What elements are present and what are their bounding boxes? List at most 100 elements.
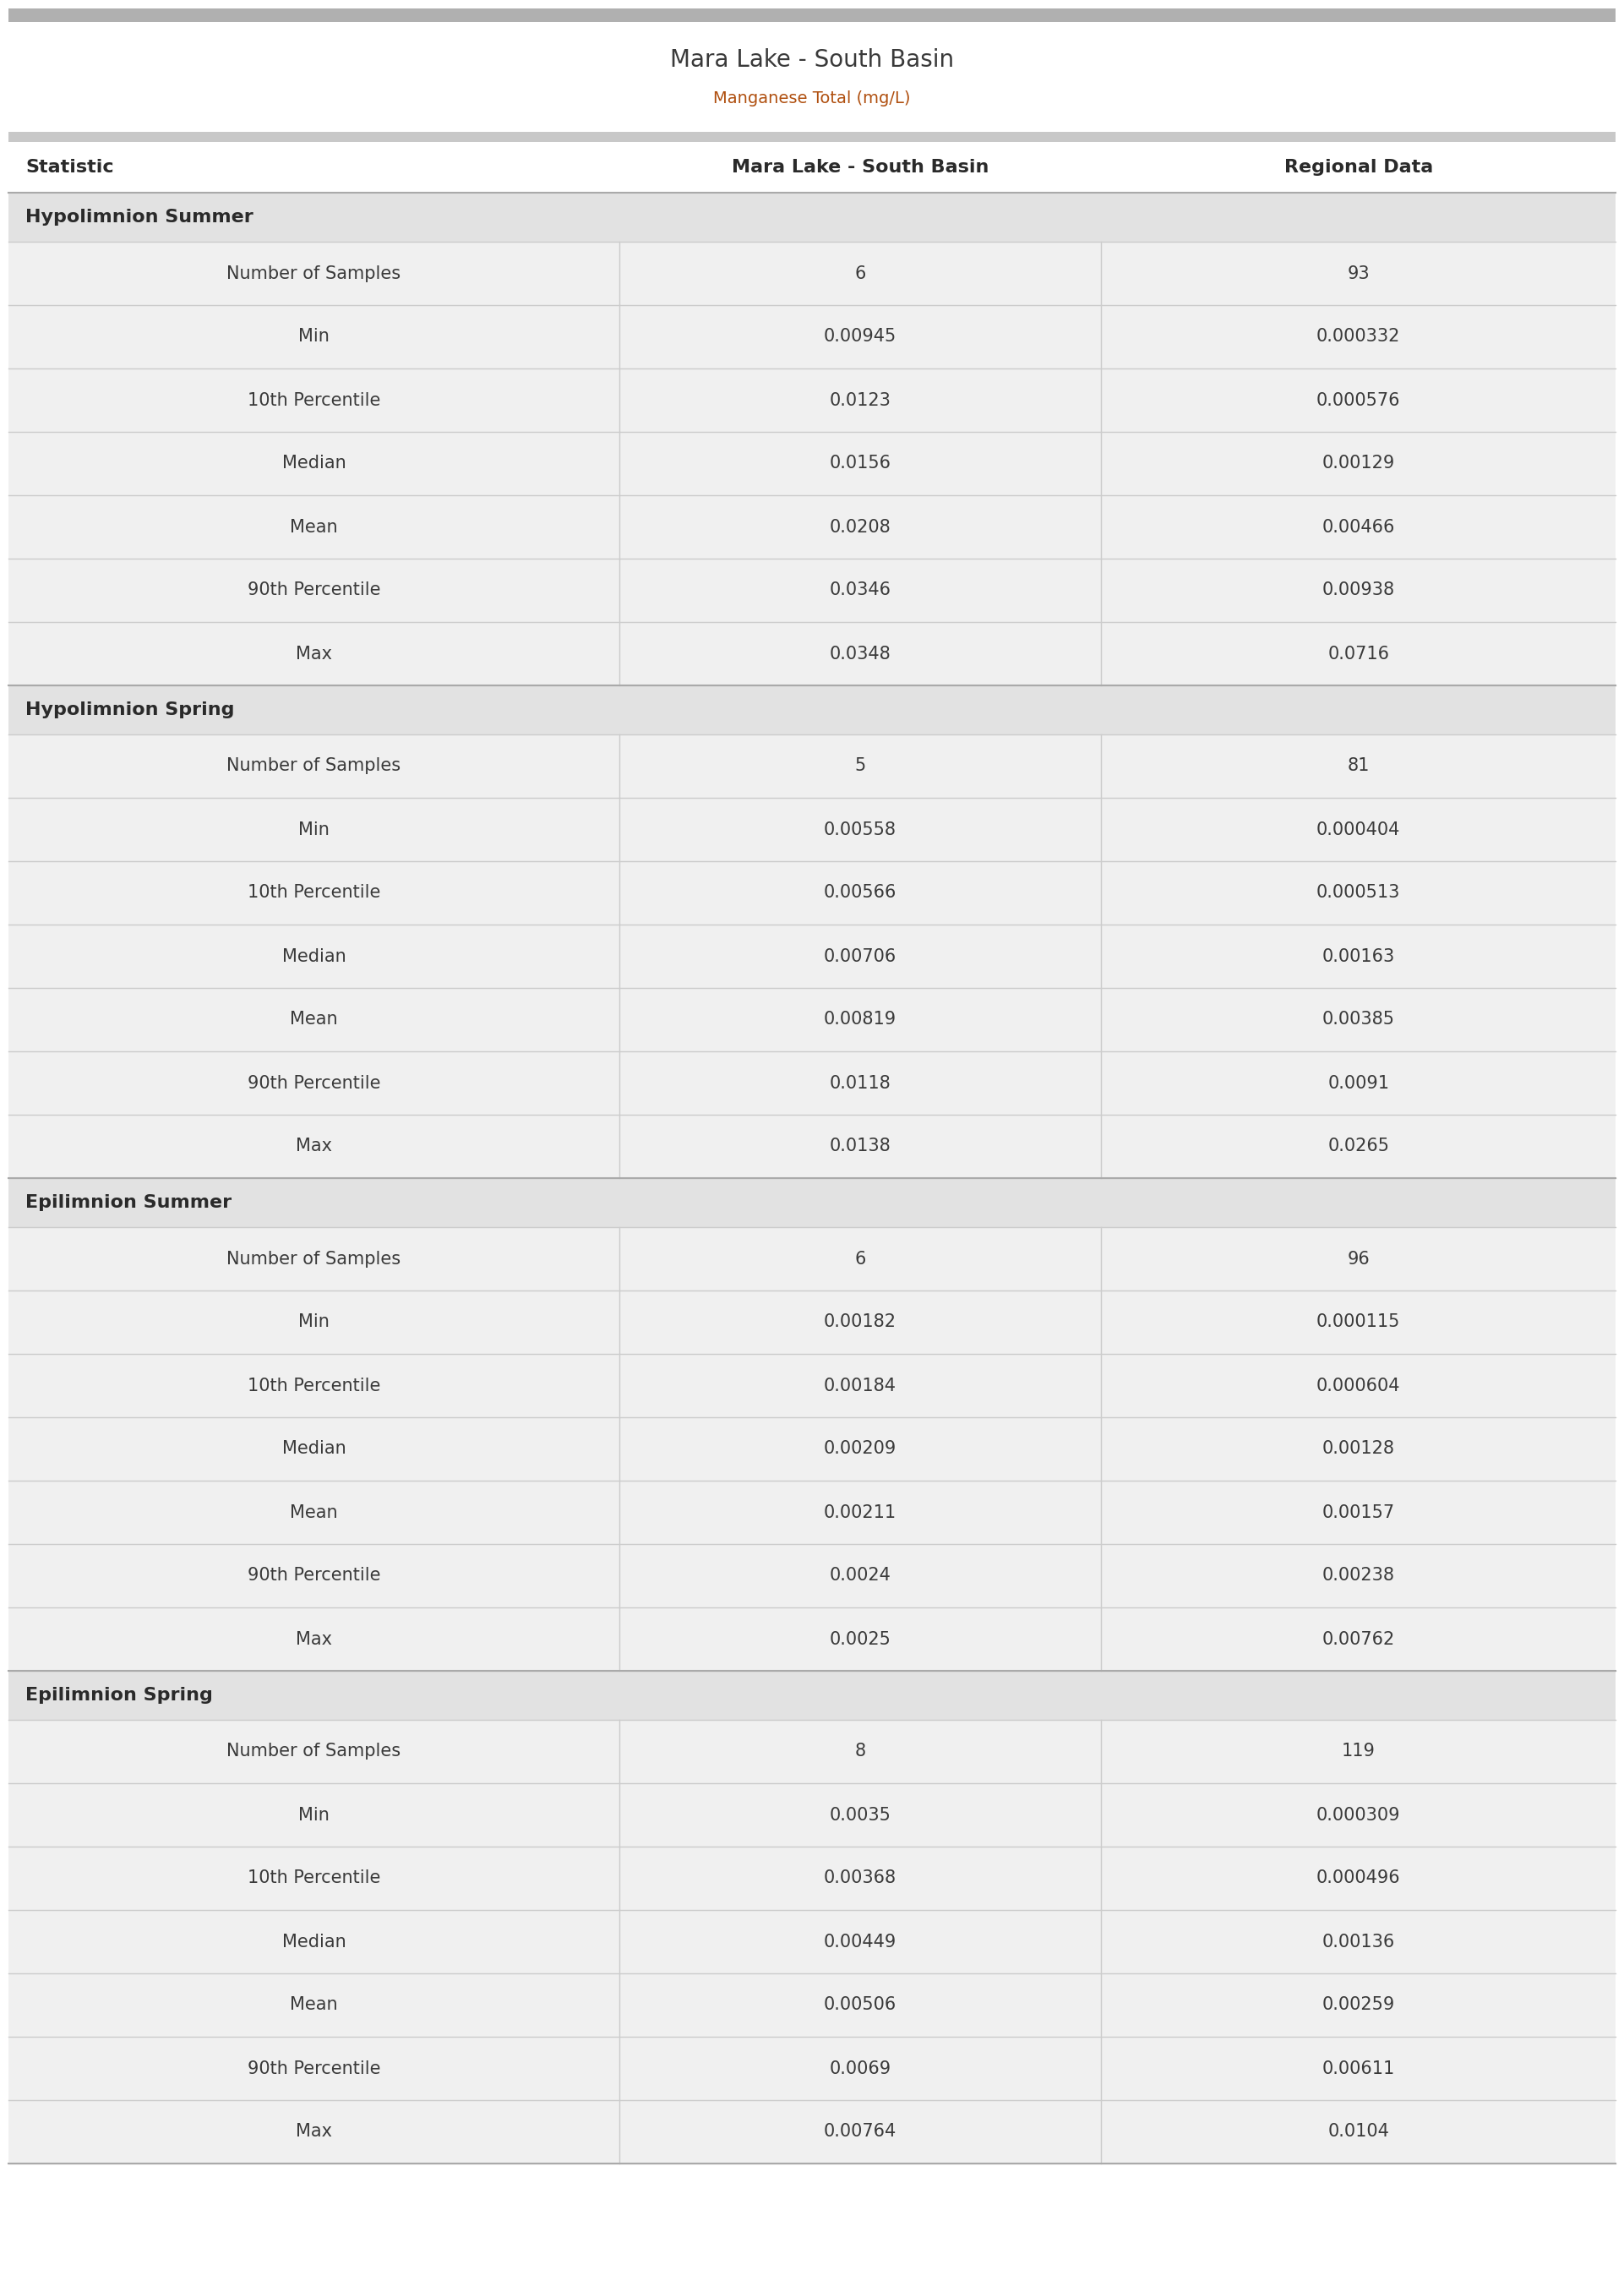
Text: 0.00566: 0.00566 (823, 885, 896, 901)
Text: 0.0091: 0.0091 (1327, 1074, 1389, 1092)
Text: 119: 119 (1341, 1743, 1376, 1759)
Bar (8, 686, 1616, 735)
Text: 6: 6 (854, 266, 866, 281)
Text: Number of Samples: Number of Samples (227, 1251, 401, 1267)
Bar (8, 1228, 1616, 1292)
Bar (8, 1846, 1616, 1909)
Bar (8, 924, 1616, 987)
Text: 0.00157: 0.00157 (1322, 1505, 1395, 1521)
Bar (8, 2036, 1616, 2100)
Text: 0.00938: 0.00938 (1322, 581, 1395, 599)
Text: 10th Percentile: 10th Percentile (247, 393, 380, 409)
Text: 0.0123: 0.0123 (830, 393, 892, 409)
Bar (8, 193, 1616, 241)
Bar (8, 1544, 1616, 1607)
Bar (8, 1051, 1616, 1115)
Bar (8, 143, 1616, 193)
Text: 0.00385: 0.00385 (1322, 1010, 1395, 1028)
Text: 0.0025: 0.0025 (830, 1630, 892, 1648)
Text: 0.000115: 0.000115 (1317, 1314, 1400, 1330)
Text: 0.00558: 0.00558 (823, 822, 896, 838)
Text: Median: Median (283, 1934, 346, 1950)
Bar (8, 860, 1616, 924)
Text: Min: Min (299, 329, 330, 345)
Text: 90th Percentile: 90th Percentile (247, 1566, 380, 1584)
Bar (8, 1292, 1616, 1353)
Text: 0.0348: 0.0348 (830, 645, 892, 663)
Text: 0.0035: 0.0035 (830, 1807, 892, 1823)
Text: 0.00449: 0.00449 (823, 1934, 896, 1950)
Text: Statistic: Statistic (26, 159, 114, 175)
Text: 0.00368: 0.00368 (823, 1870, 896, 1886)
Text: Mara Lake - South Basin: Mara Lake - South Basin (671, 48, 953, 73)
Bar (8, 23, 1616, 132)
Text: 0.000404: 0.000404 (1317, 822, 1400, 838)
Text: Mean: Mean (289, 1998, 338, 2013)
Text: 0.00506: 0.00506 (823, 1998, 896, 2013)
Text: Min: Min (299, 1807, 330, 1823)
Text: Max: Max (296, 2122, 331, 2141)
Bar (8, 2100, 1616, 2163)
Bar (8, 1607, 1616, 1671)
Text: 0.0208: 0.0208 (830, 518, 892, 536)
Text: 0.00238: 0.00238 (1322, 1566, 1395, 1584)
Text: Min: Min (299, 1314, 330, 1330)
Text: 0.0716: 0.0716 (1327, 645, 1389, 663)
Text: Min: Min (299, 822, 330, 838)
Text: Number of Samples: Number of Samples (227, 1743, 401, 1759)
Text: 81: 81 (1348, 758, 1369, 774)
Text: 93: 93 (1348, 266, 1369, 281)
Text: Hypolimnion Spring: Hypolimnion Spring (26, 701, 234, 717)
Text: 0.00259: 0.00259 (1322, 1998, 1395, 2013)
Text: 10th Percentile: 10th Percentile (247, 1378, 380, 1394)
Text: 0.00209: 0.00209 (823, 1441, 896, 1457)
Text: 8: 8 (854, 1743, 866, 1759)
Bar (8, 1784, 1616, 1846)
Text: Median: Median (283, 1441, 346, 1457)
Text: 90th Percentile: 90th Percentile (247, 1074, 380, 1092)
Bar (8, 495, 1616, 558)
Bar (8, 1115, 1616, 1178)
Text: Hypolimnion Summer: Hypolimnion Summer (26, 209, 253, 225)
Text: Median: Median (283, 454, 346, 472)
Bar (8, 431, 1616, 495)
Text: 0.000309: 0.000309 (1317, 1807, 1400, 1823)
Bar (8, 1416, 1616, 1480)
Bar (8, 304, 1616, 368)
Bar (8, 987, 1616, 1051)
Bar (8, 368, 1616, 431)
Bar (8, 1353, 1616, 1416)
Text: Number of Samples: Number of Samples (227, 266, 401, 281)
Text: 0.00128: 0.00128 (1322, 1441, 1395, 1457)
Text: Epilimnion Spring: Epilimnion Spring (26, 1687, 213, 1705)
Bar (8, 558, 1616, 622)
Text: 0.00945: 0.00945 (823, 329, 896, 345)
Bar (8, 1480, 1616, 1544)
Text: 0.00762: 0.00762 (1322, 1630, 1395, 1648)
Text: 0.000604: 0.000604 (1317, 1378, 1400, 1394)
Text: 5: 5 (854, 758, 866, 774)
Text: Max: Max (296, 1630, 331, 1648)
Text: 0.0069: 0.0069 (830, 2059, 892, 2077)
Text: 10th Percentile: 10th Percentile (247, 1870, 380, 1886)
Text: 0.00211: 0.00211 (823, 1505, 896, 1521)
Bar (8, 9, 1616, 23)
Text: Number of Samples: Number of Samples (227, 758, 401, 774)
Text: Mean: Mean (289, 518, 338, 536)
Text: 0.00611: 0.00611 (1322, 2059, 1395, 2077)
Bar (8, 735, 1616, 797)
Text: 0.0118: 0.0118 (830, 1074, 892, 1092)
Text: Mean: Mean (289, 1505, 338, 1521)
Text: 90th Percentile: 90th Percentile (247, 581, 380, 599)
Bar (8, 797, 1616, 860)
Text: Mean: Mean (289, 1010, 338, 1028)
Text: 0.00182: 0.00182 (823, 1314, 896, 1330)
Text: 10th Percentile: 10th Percentile (247, 885, 380, 901)
Text: 6: 6 (854, 1251, 866, 1267)
Text: 0.00136: 0.00136 (1322, 1934, 1395, 1950)
Text: 0.00819: 0.00819 (823, 1010, 896, 1028)
Text: 0.00163: 0.00163 (1322, 949, 1395, 965)
Text: Mara Lake - South Basin: Mara Lake - South Basin (732, 159, 989, 175)
Bar (8, 1178, 1616, 1228)
Text: 0.00466: 0.00466 (1322, 518, 1395, 536)
